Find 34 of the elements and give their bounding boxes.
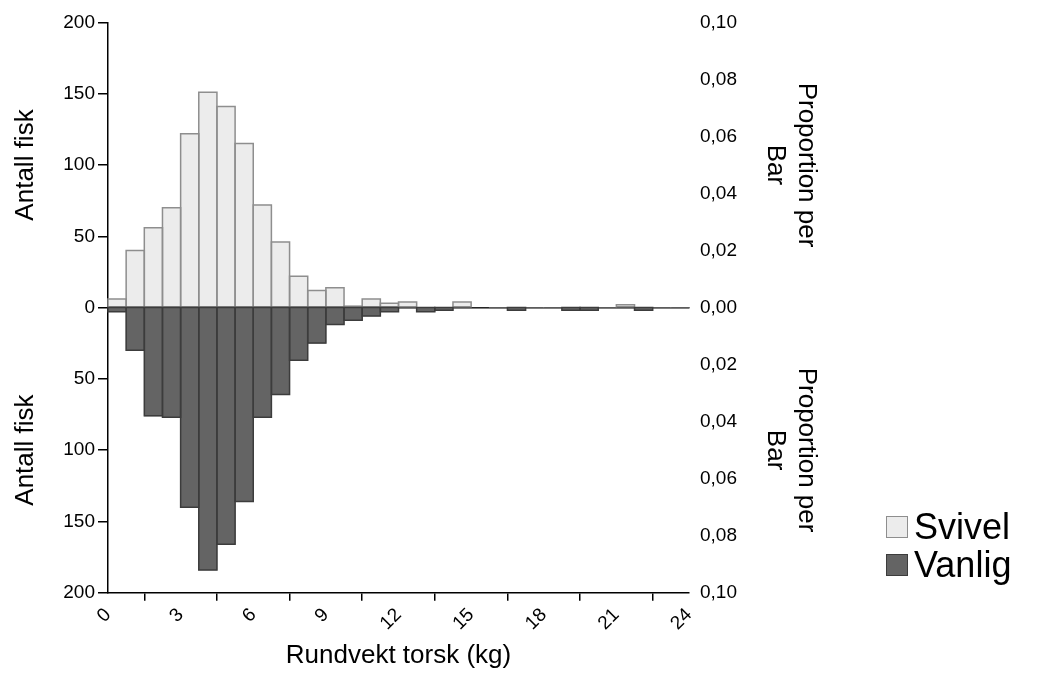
y2-axis-title: Proportion per Bar: [762, 367, 824, 533]
y2-axis-title: Proportion per Bar: [762, 82, 824, 248]
y2-tick-label: 0,08: [700, 67, 737, 89]
y-tick-label: 0: [84, 295, 95, 317]
x-tick-label: 21: [593, 603, 623, 634]
x-tick-label: 18: [520, 603, 551, 634]
x-tick-label: 6: [237, 603, 260, 626]
y2-tick-label: 0,10: [700, 10, 737, 32]
y2-tick-label: 0,10: [700, 580, 737, 602]
y-axis-title: Antall fisk: [8, 108, 39, 221]
x-tick-label: 3: [164, 603, 188, 626]
y2-tick-label: 0,00: [700, 295, 737, 317]
y2-tick-label: 0,02: [700, 352, 737, 374]
x-tick-label: 24: [665, 603, 696, 634]
x-tick-label: 12: [375, 603, 406, 634]
y2-tick-label: 0,04: [700, 409, 738, 431]
y-tick-label: 150: [63, 509, 95, 531]
y-tick-label: 100: [63, 438, 95, 460]
y-tick-label: 50: [73, 224, 95, 246]
x-axis-title: Rundvekt torsk (kg): [285, 638, 512, 669]
y2-tick-label: 0,02: [700, 238, 737, 260]
y-tick-label: 200: [63, 10, 95, 32]
y2-tick-label: 0,06: [700, 124, 737, 146]
x-tick-label: 0: [92, 603, 115, 626]
y2-tick-label: 0,04: [700, 181, 738, 203]
x-tick-label: 15: [447, 603, 478, 634]
x-tick-label: 9: [310, 603, 333, 626]
y2-tick-label: 0,08: [700, 523, 737, 545]
y-tick-label: 150: [63, 81, 95, 103]
y-axis-title: Antall fisk: [8, 393, 39, 506]
y2-tick-label: 0,06: [700, 466, 737, 488]
y-tick-label: 100: [63, 153, 95, 175]
y-tick-label: 200: [63, 580, 95, 602]
y-tick-label: 50: [73, 366, 95, 388]
